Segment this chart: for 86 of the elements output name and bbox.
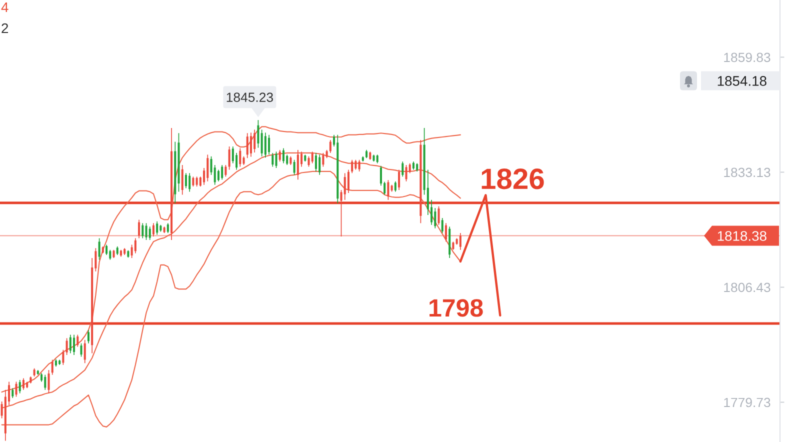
candlestick — [148, 226, 151, 240]
candlestick — [18, 380, 21, 394]
candlestick — [394, 180, 396, 192]
candlestick — [181, 164, 184, 196]
candlestick — [224, 164, 227, 178]
candlestick — [87, 330, 90, 344]
candlestick — [402, 161, 404, 178]
candlestick — [156, 221, 158, 236]
candlestick — [142, 222, 144, 239]
candlestick — [73, 334, 76, 356]
candlestick — [69, 334, 72, 354]
candlestick — [232, 146, 234, 164]
candlestick — [329, 140, 332, 154]
ref-line-label: 1818.38 — [718, 231, 766, 241]
y-tick-label: 1859.83 — [724, 52, 770, 62]
candlestick — [286, 154, 288, 166]
candlestick — [44, 374, 46, 390]
candlestick — [145, 222, 148, 240]
candlestick — [318, 154, 321, 176]
candlestick — [239, 148, 242, 168]
annotation: 1854.18 — [718, 76, 766, 86]
y-tick-label: 1833.13 — [724, 168, 770, 178]
candlestick — [264, 132, 266, 158]
candlestick — [444, 222, 447, 242]
candlestick — [282, 148, 284, 164]
candlestick — [438, 206, 440, 226]
candlestick — [51, 359, 54, 376]
candlestick — [196, 176, 198, 187]
candlestick — [347, 169, 350, 194]
candlestick — [15, 381, 18, 398]
candlestick — [246, 132, 248, 159]
candlestick — [80, 342, 82, 358]
candlestick — [66, 338, 68, 356]
candlestick — [459, 232, 462, 250]
candlestick — [98, 238, 100, 260]
candlestick — [236, 152, 238, 170]
candlestick — [272, 152, 274, 168]
candlestick — [268, 134, 270, 156]
candlestick — [358, 159, 360, 172]
candlestick — [398, 169, 400, 190]
y-tick-label: 1806.43 — [724, 282, 770, 292]
candlestick — [184, 172, 187, 189]
candlestick — [257, 120, 260, 148]
candlestick — [405, 164, 408, 182]
candlestick — [275, 151, 278, 168]
candlestick — [134, 238, 136, 254]
candlestick — [254, 129, 256, 153]
candlestick — [76, 334, 79, 348]
candlestick — [138, 219, 140, 239]
candlestick — [354, 159, 357, 170]
candlestick — [22, 378, 24, 390]
candlestick — [152, 222, 154, 237]
candlestick — [351, 159, 354, 174]
candlestick — [387, 180, 390, 200]
candlestick — [322, 152, 324, 168]
candlestick — [206, 154, 209, 182]
candlestick — [250, 132, 252, 158]
candlestick — [296, 150, 299, 180]
candlestick — [217, 169, 220, 182]
annotation: 1845.23 — [226, 92, 273, 102]
candlestick — [344, 172, 346, 200]
candlestick — [84, 339, 86, 364]
candlestick — [441, 218, 444, 234]
candlestick — [12, 388, 14, 398]
annotation: 4 — [1, 2, 8, 12]
candlestick — [308, 156, 310, 168]
candlestick — [434, 208, 436, 229]
candlestick — [109, 249, 112, 260]
ref-line-label: 1826 — [482, 168, 544, 190]
candlestick — [293, 159, 296, 176]
candlestick — [62, 349, 64, 366]
candlestick — [228, 146, 230, 170]
candlestick — [106, 244, 108, 256]
candlestick — [221, 164, 224, 180]
candlestick — [314, 152, 317, 172]
ref-line-label: 1798 — [430, 299, 483, 317]
y-tick-label: 1779.73 — [724, 398, 770, 408]
candlestick — [130, 244, 133, 258]
candlestick — [192, 176, 194, 187]
candlestick — [278, 150, 281, 162]
candlestick — [311, 151, 314, 164]
candlestick — [166, 222, 169, 234]
candlestick — [260, 129, 263, 157]
annotation: 2 — [2, 23, 8, 34]
candlestick — [188, 172, 191, 192]
candlestick — [48, 370, 50, 394]
